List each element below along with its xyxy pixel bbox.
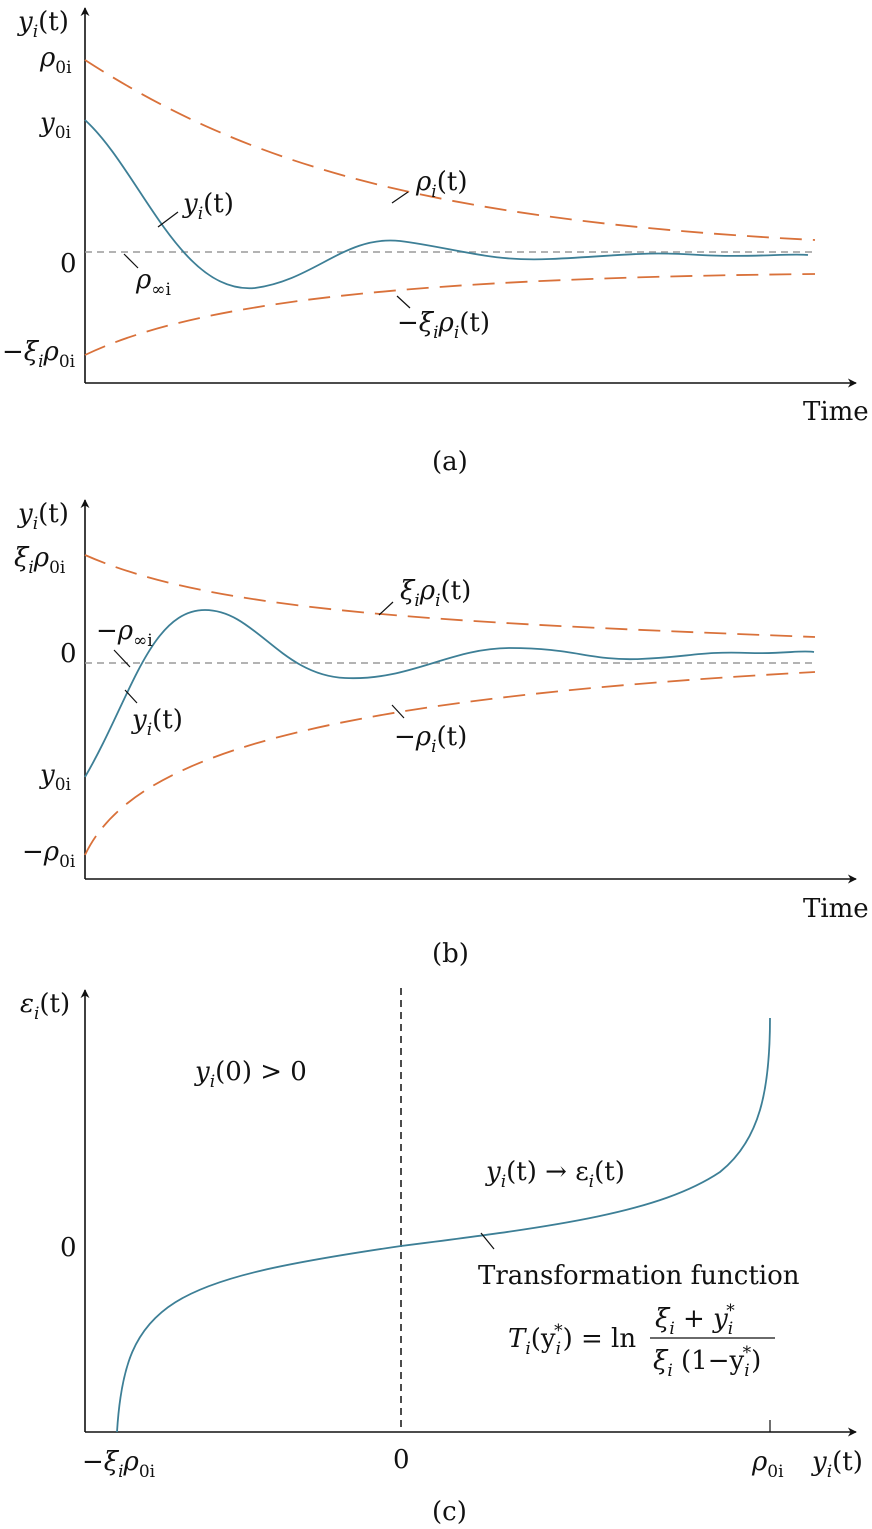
panel-a-caption: (a) [432,447,468,477]
panel-b-annot-top: ξiρi(t) [400,576,471,611]
panel-c-leader-function [480,1232,495,1250]
panel-a-leader-rho [391,191,409,204]
panel-a-annot-rho-inf: ρ∞i [135,265,171,300]
panel-b-tick-zero: 0 [60,639,77,669]
panel-a-annot-neg: −ξiρi(t) [397,308,490,343]
panel-c-formula-denominator: ξi (1−yi*) [653,1343,761,1381]
panel-a-tick-rho0: ρ0i [39,43,72,78]
panel-c-formula-lhs: Ti(yi*) = ln [508,1321,636,1359]
panel-c-x-tick-rho0-label: ρ0i [751,1447,784,1482]
panel-a-tick-neg: −ξiρ0i [2,337,76,372]
panel-c-x-tick-zero: 0 [393,1445,410,1475]
panel-b: yi(t) ξiρ0i 0 y0i −ρ0i Time ξiρi(t) −ρ∞i… [14,499,869,969]
panel-c-mapping-label: yi(t) → εi(t) [485,1157,625,1192]
panel-b-leader-neg [391,704,405,719]
panel-b-upper-bound-curve [84,554,816,638]
panel-b-leader-y [124,689,138,704]
panel-c-x-tick-neg: −ξiρ0i [82,1447,156,1482]
panel-c-tick-zero-y: 0 [60,1233,77,1263]
panel-a: yi(t) ρ0i y0i 0 −ξiρ0i Time ρi(t) yi(t) … [2,7,869,477]
panel-a-tick-y0: y0i [39,108,72,143]
panel-b-annot-rho-inf: −ρ∞i [96,616,153,651]
panel-b-annot-y: yi(t) [131,705,183,740]
panel-b-tick-top: ξiρ0i [14,543,66,578]
panel-c-formula-numerator: ξi + yi* [655,1301,735,1339]
panel-c-y-axis-label: εi(t) [20,989,70,1024]
panel-a-lower-bound-curve [84,273,816,356]
panel-b-y-axis-label: yi(t) [17,499,69,534]
panel-a-annot-y: yi(t) [182,189,234,224]
panel-b-leader-top [378,601,394,616]
panel-c-condition: yi(0) > 0 [194,1057,307,1092]
panel-a-tick-zero: 0 [60,249,77,279]
panel-c-caption: (c) [432,1497,467,1527]
panel-c: εi(t) 0 yi(0) > 0 yi(t) → εi(t) Transfor… [20,988,863,1527]
panel-a-y-axis-label: yi(t) [17,7,69,42]
panel-a-annot-rho: ρi(t) [415,167,467,202]
panel-a-upper-bound-curve [84,59,816,241]
panel-a-leader-neg [396,295,411,309]
panel-b-caption: (b) [432,939,469,969]
panel-c-function-title: Transformation function [478,1261,800,1291]
panel-b-annot-neg: −ρi(t) [394,722,467,757]
panel-a-leader-y [157,211,179,228]
panel-a-x-axis-label: Time [803,397,869,427]
panel-b-output-curve [84,609,815,778]
panel-b-lower-bound-curve [84,671,816,856]
panel-a-output-curve [84,119,809,289]
panel-c-transformation-curve [116,1017,771,1433]
panel-b-tick-y0: y0i [39,760,72,795]
panel-a-leader-rho-inf [123,253,139,269]
panel-b-tick-neg: −ρ0i [22,837,76,872]
panel-b-leader-rho-inf [113,649,131,668]
panel-b-x-axis-label: Time [803,894,869,924]
panel-c-x-axis-label: yi(t) [811,1447,863,1482]
